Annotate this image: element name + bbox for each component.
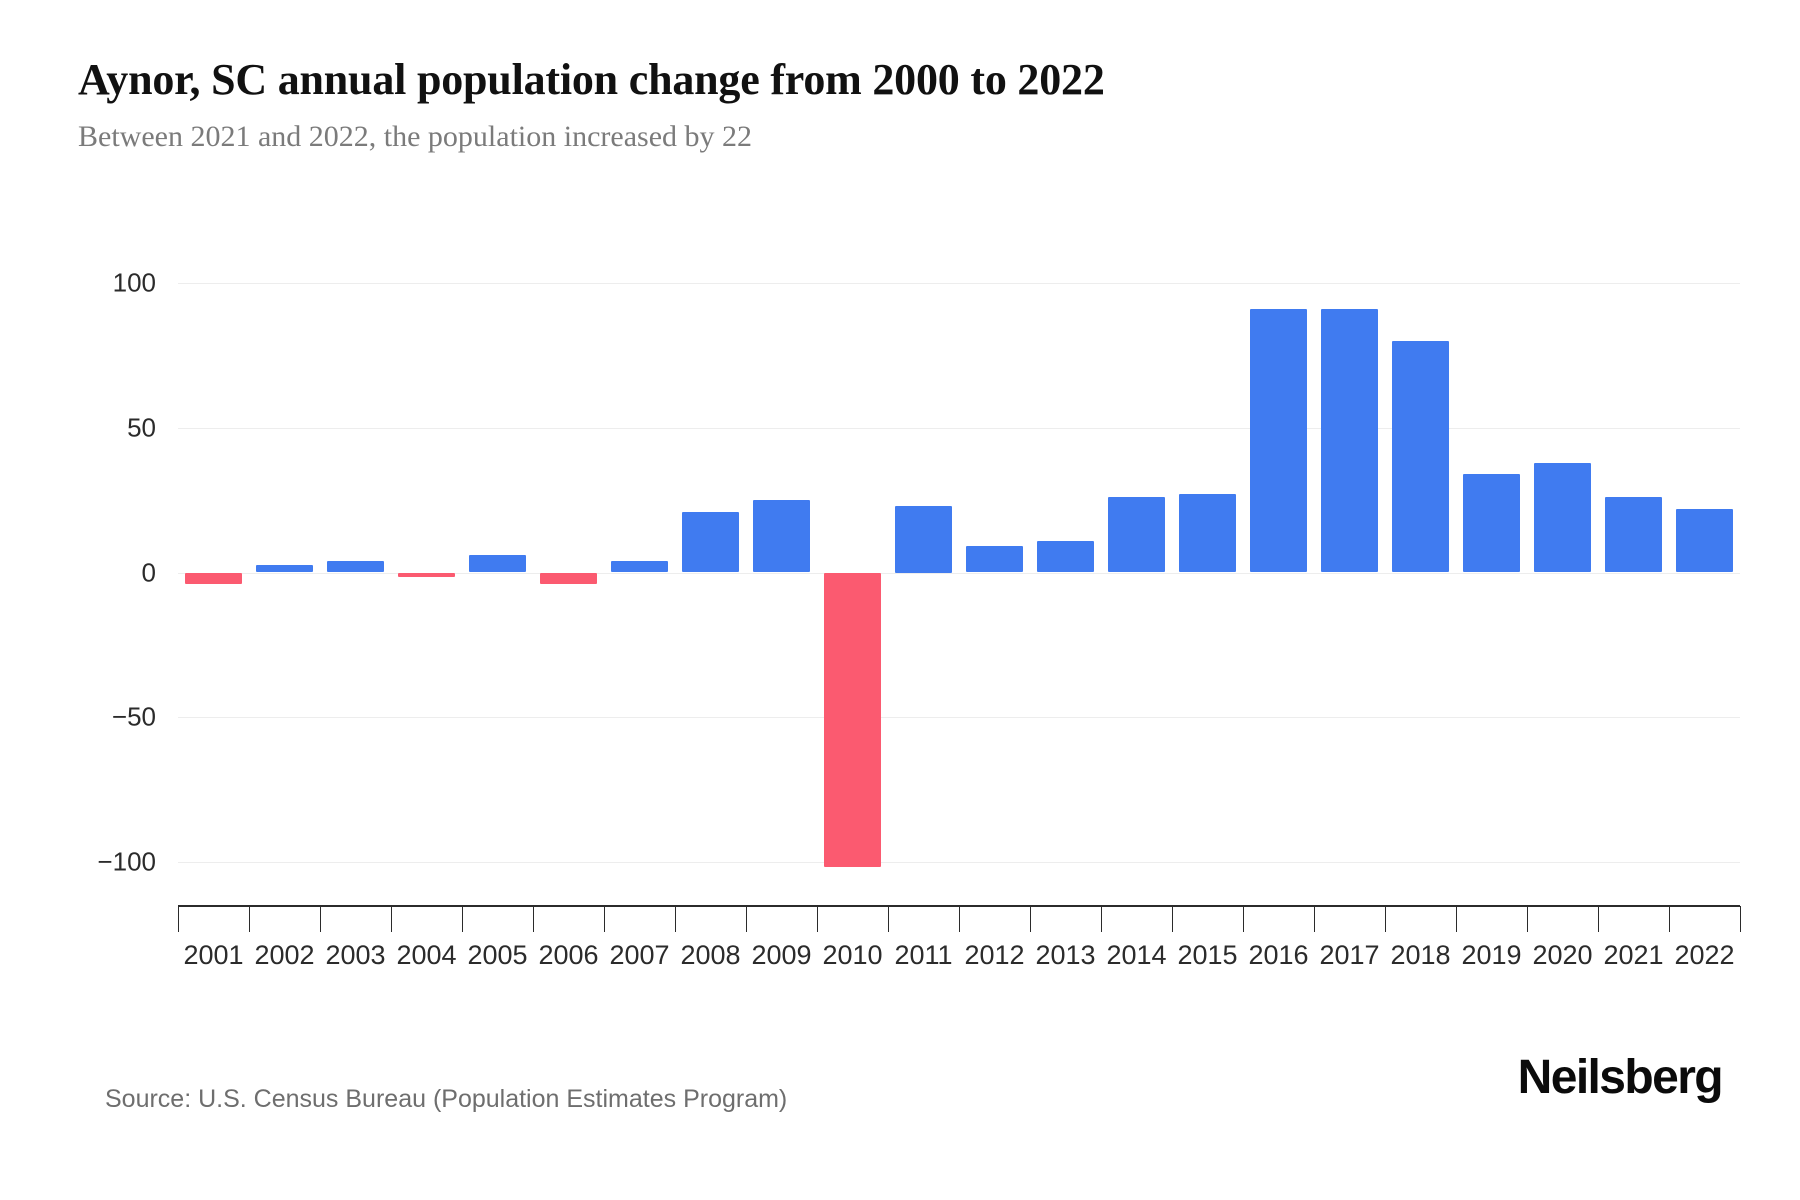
y-axis-tick-label: 100 (112, 267, 156, 298)
x-axis-tick (1101, 906, 1102, 932)
x-axis-tick (1456, 906, 1457, 932)
x-axis-tick-label: 2016 (1248, 940, 1309, 970)
bar-series (178, 240, 1740, 905)
x-axis-tick-label: 2007 (609, 940, 670, 970)
y-axis-tick-label: −50 (111, 701, 156, 732)
x-axis-tick-label: 2012 (964, 940, 1025, 970)
x-axis-tick (533, 906, 534, 932)
x-axis-tick (249, 906, 250, 932)
bar-2006[interactable] (540, 572, 597, 585)
x-axis-tick (1598, 906, 1599, 932)
x-axis-tick (1385, 906, 1386, 932)
bar-2012[interactable] (966, 546, 1023, 573)
bar-2009[interactable] (753, 500, 810, 573)
x-axis-tick-label: 2008 (680, 940, 741, 970)
x-axis-tick (1314, 906, 1315, 932)
x-axis-tick (817, 906, 818, 932)
x-axis-tick (320, 906, 321, 932)
bar-2013[interactable] (1037, 540, 1094, 573)
x-axis-tick-label: 2018 (1390, 940, 1451, 970)
brand-logo: Neilsberg (1517, 1051, 1724, 1104)
x-axis-tick-label: 2002 (254, 940, 315, 970)
source-note: Source: U.S. Census Bureau (Population E… (105, 1085, 788, 1113)
bar-2016[interactable] (1250, 309, 1307, 573)
x-axis-tick-label: 2003 (325, 940, 386, 970)
x-axis-tick (1172, 906, 1173, 932)
x-axis-tick-label: 2017 (1319, 940, 1380, 970)
x-axis-tick-label: 2013 (1035, 940, 1096, 970)
gridline (178, 717, 1740, 719)
x-axis-tick (959, 906, 960, 932)
x-axis-tick-label: 2014 (1106, 940, 1167, 970)
x-axis-tick-label: 2020 (1532, 940, 1593, 970)
bar-2001[interactable] (185, 572, 242, 585)
gridline (178, 861, 1740, 863)
bar-2022[interactable] (1676, 508, 1733, 573)
x-axis-tick-label: 2005 (467, 940, 528, 970)
gridline (178, 572, 1740, 574)
x-axis-tick (1030, 906, 1031, 932)
x-axis-tick-label: 2022 (1674, 940, 1735, 970)
y-axis-tick-label: 50 (127, 412, 156, 443)
x-axis-tick (1669, 906, 1670, 932)
chart-header: Aynor, SC annual population change from … (78, 55, 1718, 155)
bar-2020[interactable] (1534, 462, 1591, 573)
x-axis-tick-label: 2021 (1603, 940, 1664, 970)
x-axis-tick (178, 906, 179, 932)
x-axis-tick (1243, 906, 1244, 932)
y-axis-tick-label: 0 (141, 557, 156, 587)
x-axis-tick-label: 2011 (894, 940, 953, 970)
x-axis-labels: 2001 2002 2003 2004 2005 2006 2007 2008 2009 2010… (178, 940, 1740, 980)
bar-2002[interactable] (256, 565, 313, 573)
bar-2008[interactable] (682, 511, 739, 573)
bar-2021[interactable] (1605, 497, 1662, 573)
bar-2017[interactable] (1321, 309, 1378, 573)
page-title: Aynor, SC annual population change from … (78, 55, 1105, 104)
x-axis-tick (462, 906, 463, 932)
x-axis-tick-label: 2004 (396, 940, 457, 970)
gridline (178, 427, 1740, 429)
x-axis-tick (888, 906, 889, 932)
x-axis-tick-label: 2009 (751, 940, 812, 970)
x-axis-tick (675, 906, 676, 932)
bar-2015[interactable] (1179, 494, 1236, 573)
bar-2007[interactable] (611, 560, 668, 573)
x-axis-tick (1740, 906, 1741, 932)
bar-2010[interactable] (824, 572, 881, 868)
bar-2011[interactable] (895, 506, 952, 573)
x-axis-tick (746, 906, 747, 932)
chart-subtitle: Between 2021 and 2022, the population in… (78, 120, 753, 154)
x-axis-tick-label: 2010 (822, 940, 883, 970)
gridlines (178, 240, 1740, 905)
gridline (178, 283, 1740, 285)
bar-2014[interactable] (1108, 497, 1165, 573)
y-axis-tick-label: −100 (97, 846, 156, 877)
x-axis-tick (604, 906, 605, 932)
bar-2004[interactable] (398, 572, 455, 577)
bar-2005[interactable] (469, 555, 526, 573)
x-axis-tick-label: 2006 (538, 940, 599, 970)
x-axis-tick-label: 2001 (183, 940, 244, 970)
bar-2018[interactable] (1392, 341, 1449, 573)
bar-2003[interactable] (327, 560, 384, 573)
x-axis-tick (391, 906, 392, 932)
x-axis-tick (1527, 906, 1528, 932)
bar-2019[interactable] (1463, 474, 1520, 573)
x-axis-tick-label: 2019 (1461, 940, 1522, 970)
x-axis-tick-label: 2015 (1177, 940, 1238, 970)
